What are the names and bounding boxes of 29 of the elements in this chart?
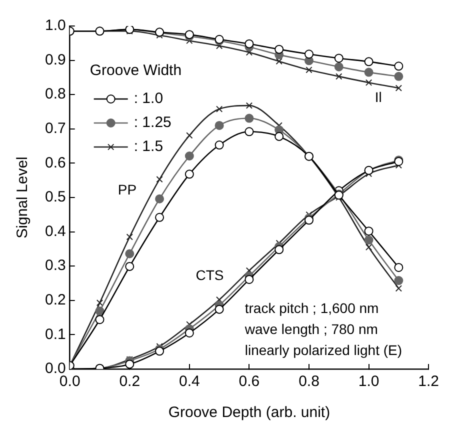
x-axis-title: Groove Depth (arb. unit) <box>168 404 330 422</box>
x-tick-label: 0.6 <box>238 373 260 390</box>
x-tick-label: 0.0 <box>59 373 80 390</box>
y-tick-label: 1.0 <box>44 17 66 34</box>
x-tick-label: 1.0 <box>358 373 380 390</box>
y-tick-label: 0.8 <box>44 86 66 103</box>
annotation: CTS <box>196 267 224 284</box>
annotation: wave length ; 780 nm <box>244 320 378 337</box>
y-tick-label: 0.5 <box>44 188 66 206</box>
y-axis-title: Signal Level <box>14 156 32 238</box>
legend-label: : 1.0 <box>134 90 164 108</box>
x-tick-label: 0.4 <box>178 373 200 390</box>
x-tick-label: 0.2 <box>119 373 140 390</box>
y-tick-label: 0.1 <box>44 326 66 343</box>
legend-label: : 1.25 <box>134 114 172 132</box>
legend-label: : 1.5 <box>134 138 164 156</box>
y-tick-label: 0.3 <box>44 257 66 274</box>
y-tick-label: 0.7 <box>44 120 66 138</box>
y-tick-label: 0.2 <box>44 292 66 309</box>
y-tick-label: 0.6 <box>44 154 66 172</box>
legend-title: Groove Width <box>90 62 182 80</box>
annotation: linearly polarized light (E) <box>244 342 402 358</box>
y-tick-label: 0.9 <box>44 51 66 68</box>
annotation: Il <box>374 88 382 105</box>
annotation: track pitch ; 1,600 nm <box>244 300 379 316</box>
x-tick-label: 0.8 <box>298 373 320 390</box>
annotation: PP <box>118 182 137 198</box>
y-tick-label: 0.4 <box>44 222 66 240</box>
x-tick-label: 1.2 <box>418 373 440 390</box>
